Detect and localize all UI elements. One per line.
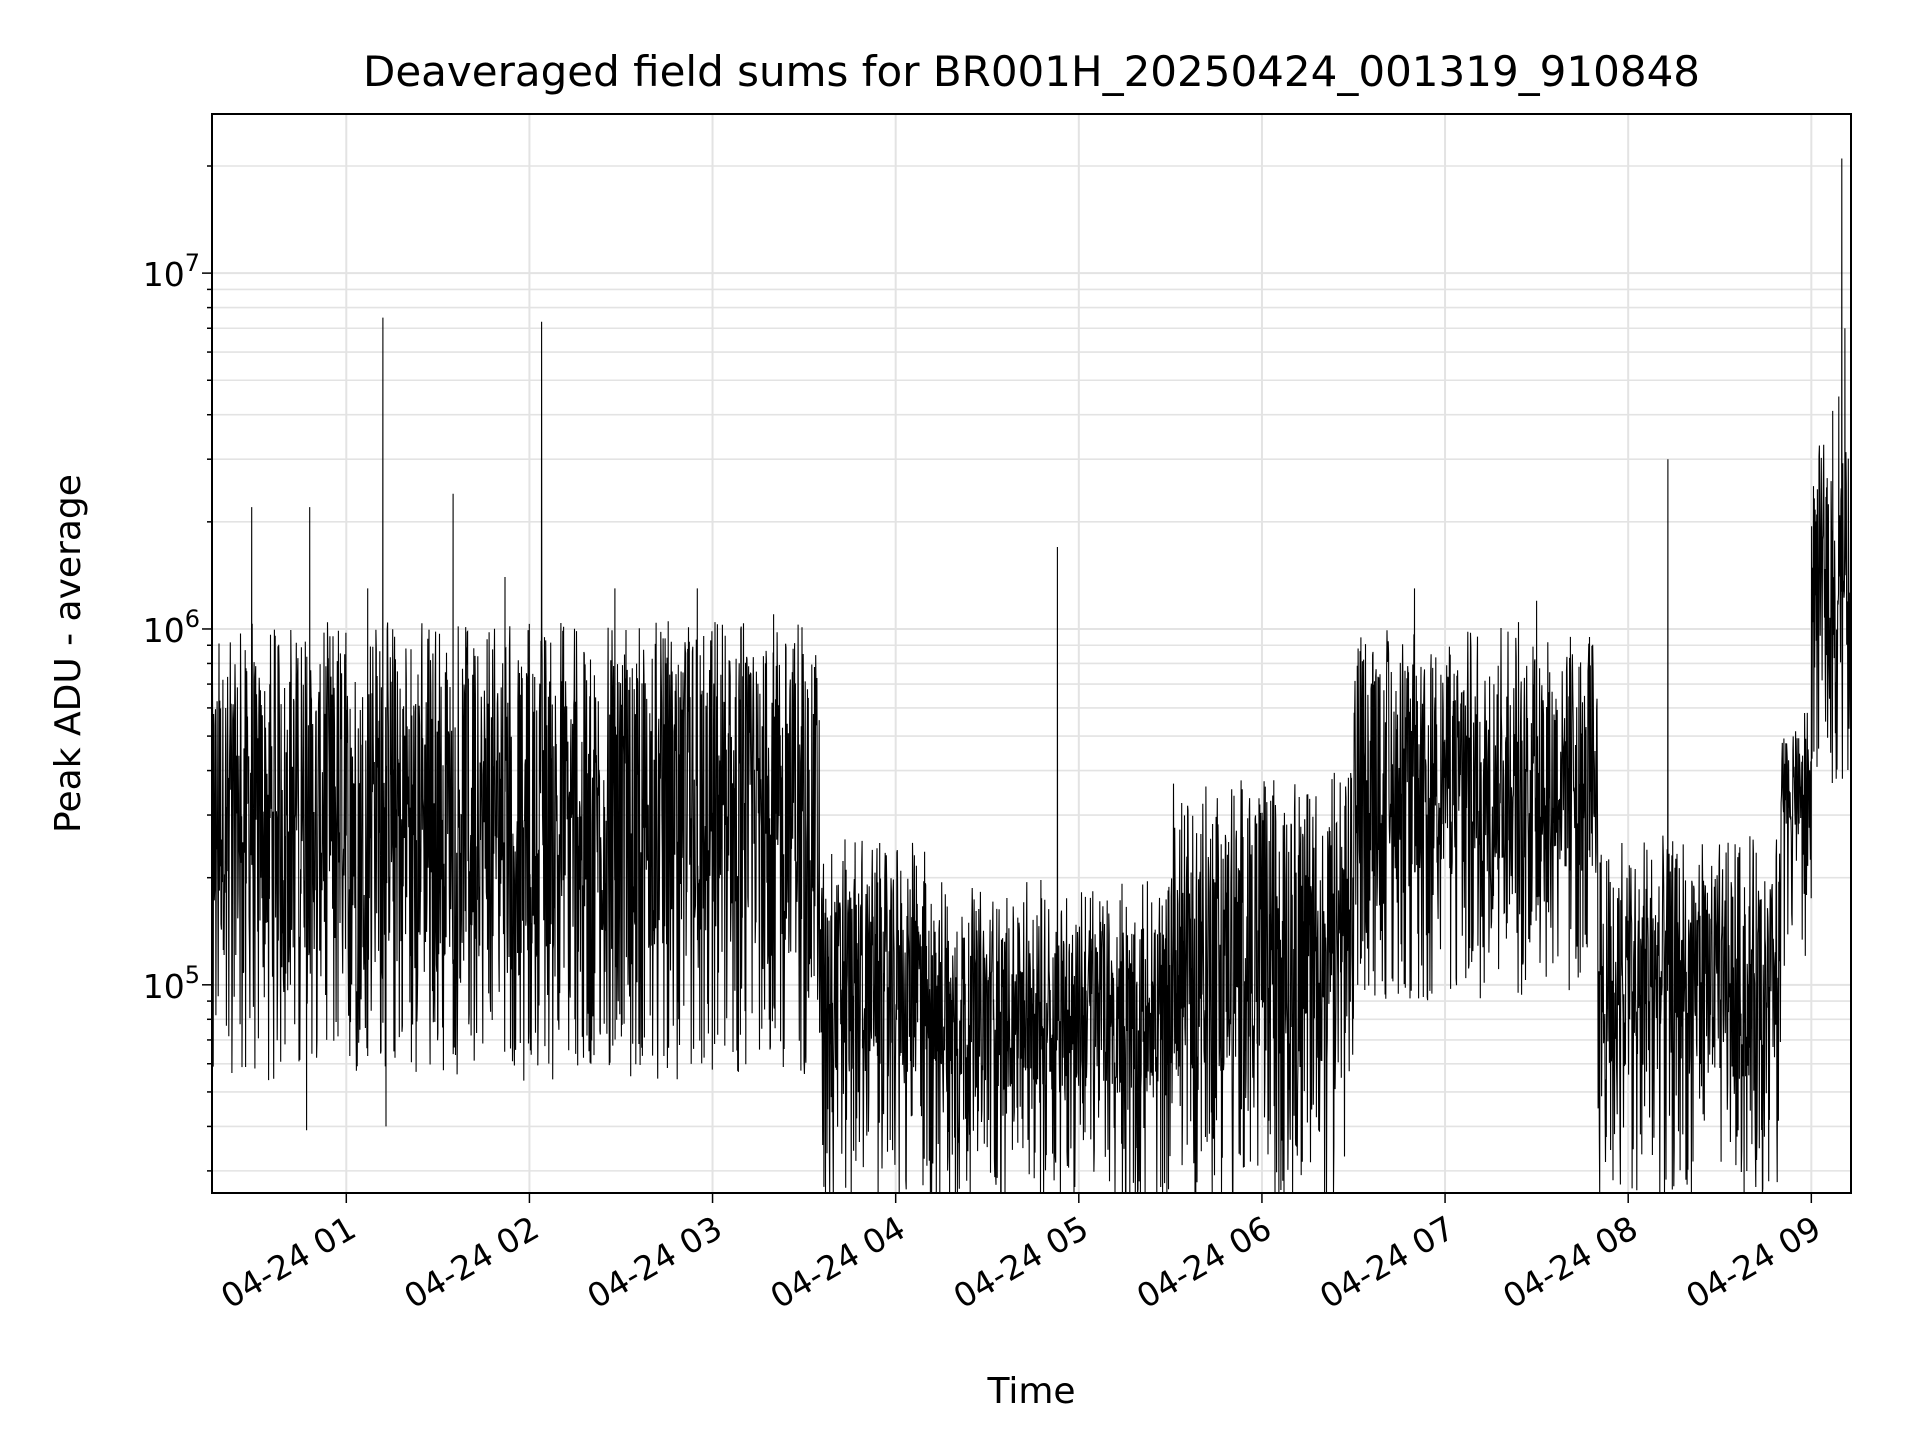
series-line: [212, 159, 1851, 1194]
x-axis-label: Time: [986, 1371, 1075, 1412]
y-tick-label: 107: [143, 249, 200, 294]
plot-frame: [211, 113, 1852, 1194]
y-axis-ticks: 105 106 107: [143, 165, 212, 1172]
y-tick-label: 106: [143, 605, 200, 650]
chart-title: Deaveraged field sums for BR001H_2025042…: [363, 47, 1700, 96]
y-tick-label: 105: [143, 961, 200, 1006]
y-axis-label: Peak ADU - average: [48, 474, 89, 833]
series-group: [212, 159, 1851, 1194]
